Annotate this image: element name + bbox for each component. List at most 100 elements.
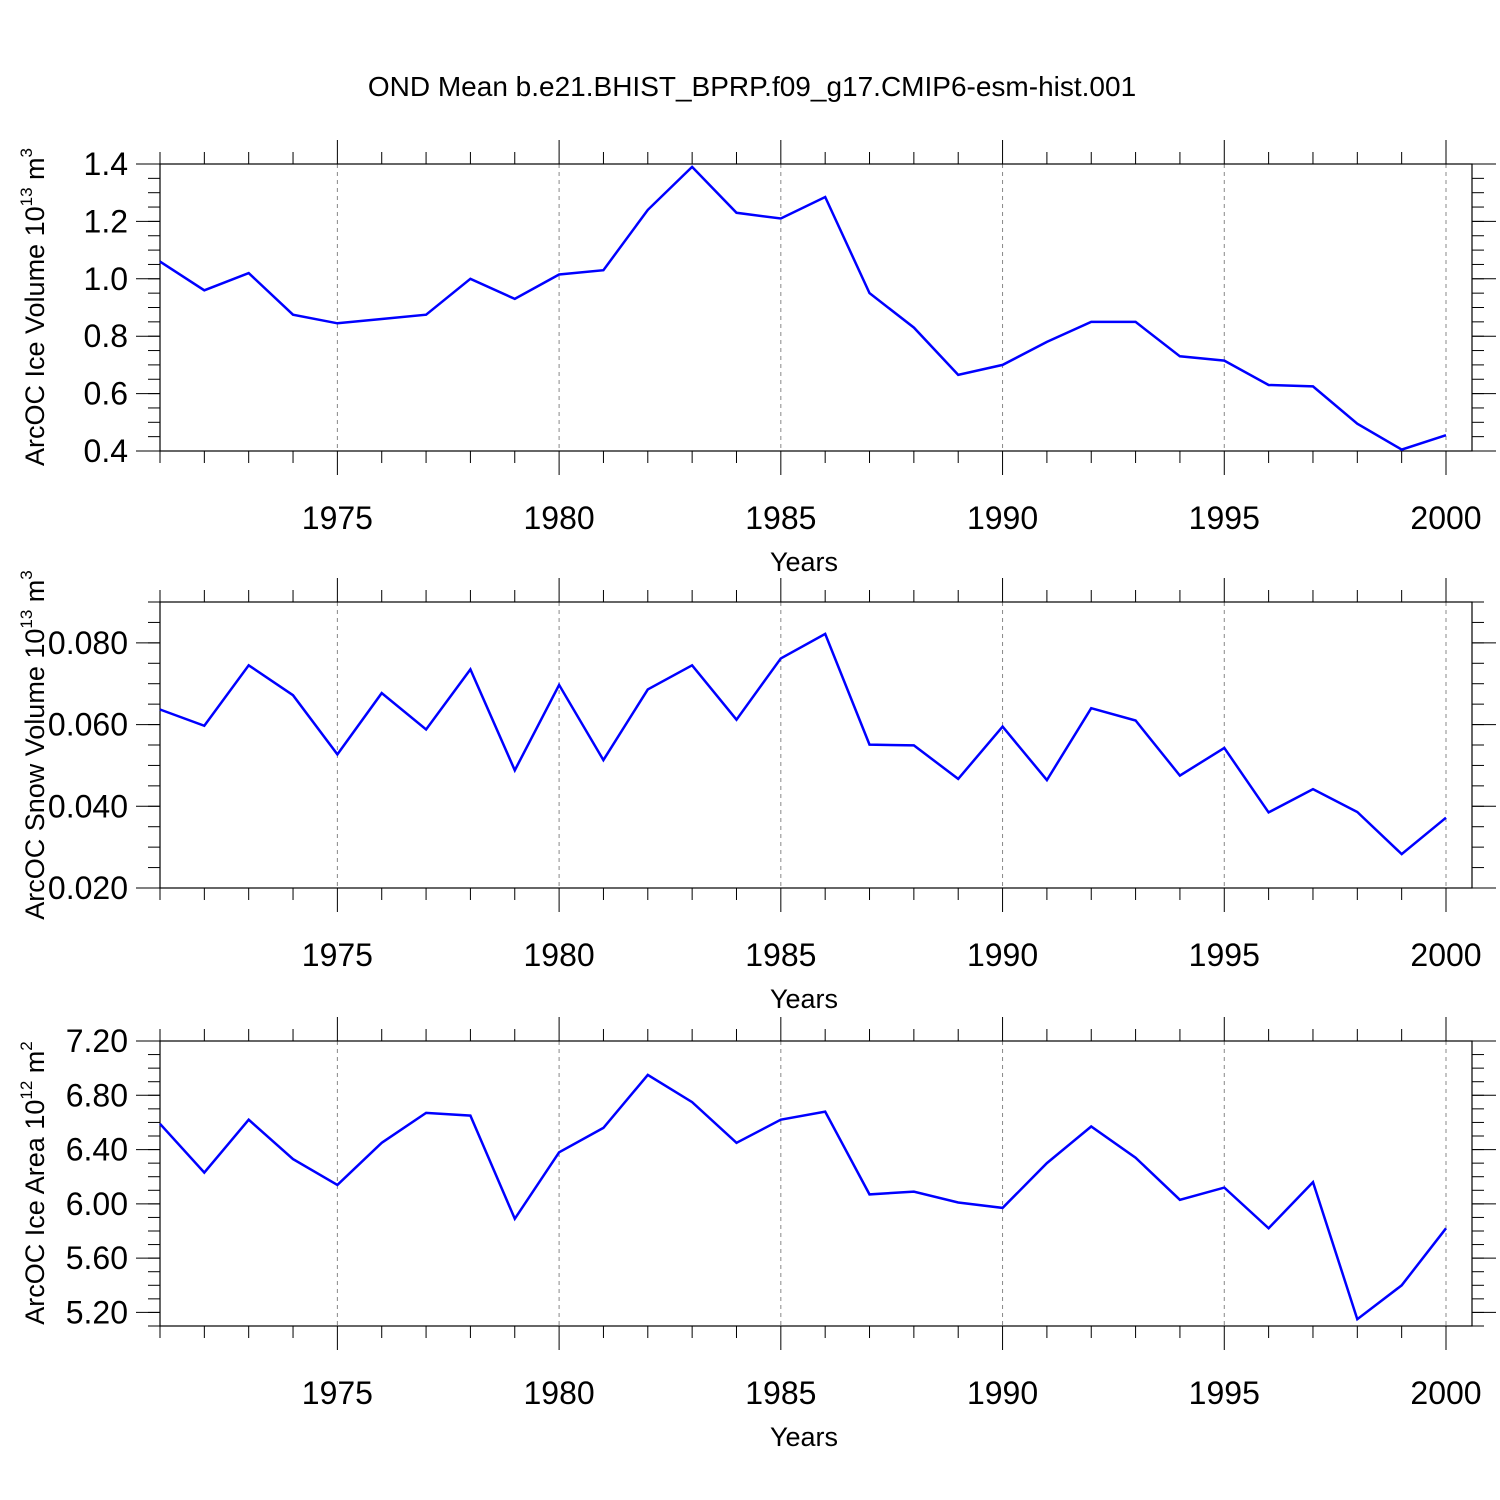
y-axis-label-text: ArcOC Snow Volume 10 — [20, 629, 50, 920]
data-point — [734, 718, 738, 722]
data-point — [734, 211, 738, 215]
y-axis-label: ArcOC Ice Volume 1013 m3 — [17, 148, 50, 466]
data-point — [1400, 852, 1404, 856]
x-tick-label: 1980 — [524, 1375, 595, 1411]
x-tick-label: 1995 — [1189, 1375, 1260, 1411]
data-point — [1311, 1180, 1315, 1184]
data-point — [158, 1122, 162, 1126]
data-point — [1222, 359, 1226, 363]
data-point — [1444, 433, 1448, 437]
data-point — [557, 683, 561, 687]
data-point — [557, 272, 561, 276]
x-tick-label: 2000 — [1410, 1375, 1481, 1411]
x-tick-label: 1990 — [967, 1375, 1038, 1411]
x-tick-label: 1995 — [1189, 500, 1260, 536]
data-point — [335, 321, 339, 325]
data-point — [468, 667, 472, 671]
y-tick-label: 0.6 — [84, 376, 128, 412]
panel-1: 0.4 0.6 0.8 1.0 1.2 1.4 1975 1980 1985 1990 1995 20… — [17, 140, 1496, 577]
data-point — [956, 777, 960, 781]
x-tick-label: 1995 — [1189, 937, 1260, 973]
data-point — [1001, 1206, 1005, 1210]
x-tick-label: 1980 — [524, 500, 595, 536]
plot-frame — [159, 601, 1473, 889]
series-line — [159, 165, 1447, 451]
data-point — [380, 691, 384, 695]
chart-title: OND Mean b.e21.BHIST_BPRP.f09_g17.CMIP6-… — [368, 71, 1136, 102]
data-point — [424, 727, 428, 731]
data-point — [158, 260, 162, 264]
y-tick-label: 5.60 — [66, 1240, 128, 1276]
data-point — [513, 768, 517, 772]
data-point — [202, 288, 206, 292]
data-point — [1089, 320, 1093, 324]
data-point — [734, 1141, 738, 1145]
data-point — [868, 291, 872, 295]
series-line — [159, 632, 1447, 856]
data-point — [1045, 1161, 1049, 1165]
y-axis-label-unit: m — [20, 580, 50, 610]
data-point — [1001, 363, 1005, 367]
data-point — [779, 656, 783, 660]
panel-3: 5.20 5.60 6.00 6.40 6.80 7.20 1975 1980 1985 1990… — [17, 1017, 1496, 1452]
x-tick-label: 2000 — [1410, 937, 1481, 973]
x-axis-label: Years — [770, 1422, 838, 1452]
data-point — [1400, 1283, 1404, 1287]
y-axis-label-unit: m — [20, 1051, 50, 1081]
data-point — [1178, 774, 1182, 778]
y-tick-label: 0.080 — [48, 625, 128, 661]
data-point — [823, 1110, 827, 1114]
y-tick-label: 0.4 — [84, 433, 128, 469]
data-point — [380, 1141, 384, 1145]
data-point — [868, 743, 872, 747]
data-point — [646, 1073, 650, 1077]
y-axis-label: ArcOC Ice Area 1012 m2 — [17, 1041, 50, 1325]
data-point — [291, 1157, 295, 1161]
data-point — [601, 1126, 605, 1130]
data-point — [823, 632, 827, 636]
x-tick-label: 2000 — [1410, 500, 1481, 536]
data-point — [1355, 810, 1359, 814]
x-tick-label: 1975 — [302, 937, 373, 973]
data-point — [202, 724, 206, 728]
data-point — [380, 317, 384, 321]
plot-frame — [159, 1040, 1473, 1327]
y-tick-label: 0.020 — [48, 870, 128, 906]
data-point — [1222, 1186, 1226, 1190]
y-axis-label-exponent: 12 — [17, 1081, 36, 1100]
data-point — [601, 268, 605, 272]
data-point — [557, 1150, 561, 1154]
y-tick-label: 1.4 — [84, 146, 128, 182]
series-line — [159, 1073, 1447, 1322]
data-point — [1267, 810, 1271, 814]
data-point — [1001, 725, 1005, 729]
data-point — [956, 373, 960, 377]
x-tick-label: 1990 — [967, 937, 1038, 973]
data-point — [247, 1118, 251, 1122]
data-point — [247, 663, 251, 667]
data-point — [468, 1114, 472, 1118]
data-point — [912, 1190, 916, 1194]
data-point — [1355, 1317, 1359, 1321]
data-point — [1134, 718, 1138, 722]
x-tick-label: 1985 — [745, 937, 816, 973]
data-point — [291, 693, 295, 697]
data-point — [1400, 448, 1404, 452]
x-axis-label: Years — [770, 984, 838, 1014]
data-point — [1444, 1226, 1448, 1230]
y-axis-label-exponent: 13 — [17, 610, 36, 629]
data-point — [424, 313, 428, 317]
data-point — [690, 165, 694, 169]
data-point — [601, 758, 605, 762]
y-tick-label: 6.00 — [66, 1186, 128, 1222]
data-point — [779, 217, 783, 221]
y-tick-label: 7.20 — [66, 1023, 128, 1059]
x-tick-label: 1985 — [745, 500, 816, 536]
data-point — [690, 663, 694, 667]
data-point — [912, 326, 916, 330]
y-axis-label-unit-exponent: 3 — [17, 570, 36, 579]
data-point — [1267, 1226, 1271, 1230]
data-point — [912, 743, 916, 747]
